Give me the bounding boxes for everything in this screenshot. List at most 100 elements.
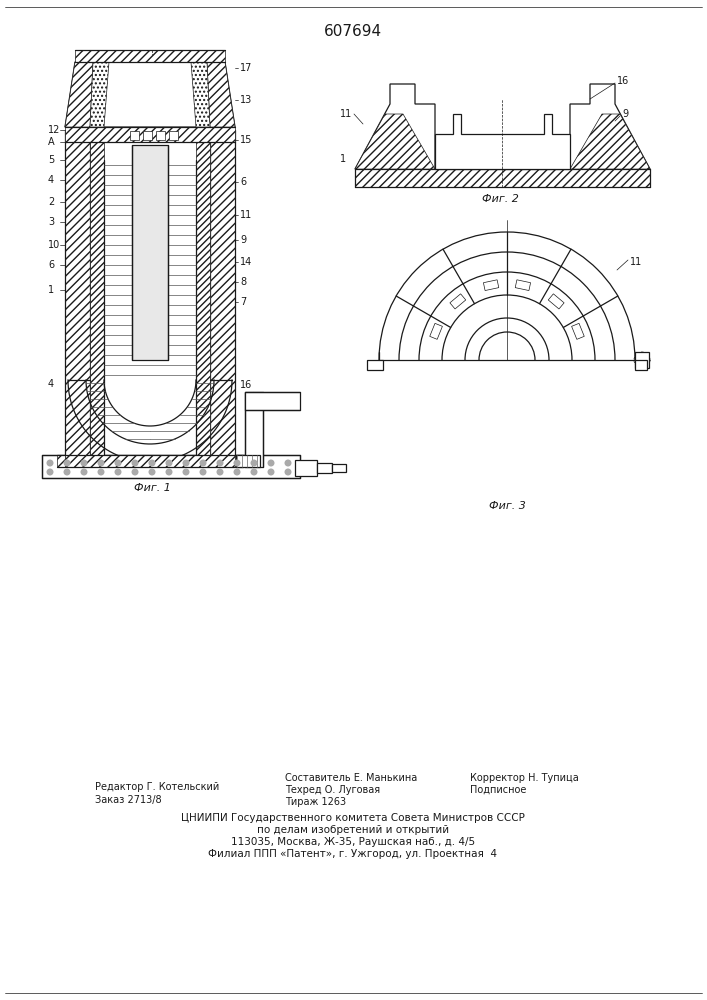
Polygon shape bbox=[571, 323, 584, 339]
Bar bbox=[317, 463, 332, 473]
Text: 11: 11 bbox=[340, 109, 352, 119]
Text: 11: 11 bbox=[240, 210, 252, 220]
Bar bbox=[42, 455, 300, 478]
Polygon shape bbox=[570, 84, 650, 169]
Bar bbox=[65, 455, 235, 467]
Circle shape bbox=[132, 469, 138, 475]
Circle shape bbox=[64, 460, 70, 466]
Text: Редактор Г. Котельский: Редактор Г. Котельский bbox=[95, 782, 219, 792]
Text: Составитель Е. Манькина: Составитель Е. Манькина bbox=[285, 773, 417, 783]
Circle shape bbox=[64, 469, 70, 475]
Bar bbox=[143, 131, 152, 140]
Text: 4: 4 bbox=[48, 379, 54, 389]
Bar bbox=[75, 50, 225, 62]
Circle shape bbox=[217, 460, 223, 466]
Polygon shape bbox=[515, 280, 530, 291]
Bar bbox=[332, 464, 346, 472]
Text: 5: 5 bbox=[48, 155, 54, 165]
Text: Фиг. 3: Фиг. 3 bbox=[489, 501, 525, 511]
Bar bbox=[65, 130, 90, 455]
Circle shape bbox=[183, 460, 189, 466]
Bar bbox=[90, 130, 104, 455]
Polygon shape bbox=[570, 114, 650, 169]
Text: Подписное: Подписное bbox=[470, 785, 527, 795]
Circle shape bbox=[285, 460, 291, 466]
Text: Корректор Н. Тупица: Корректор Н. Тупица bbox=[470, 773, 579, 783]
Text: 15: 15 bbox=[240, 135, 252, 145]
Text: Техред О. Луговая: Техред О. Луговая bbox=[285, 785, 380, 795]
Circle shape bbox=[268, 469, 274, 475]
Bar bbox=[132, 145, 168, 360]
Circle shape bbox=[234, 469, 240, 475]
Polygon shape bbox=[355, 84, 435, 169]
Bar bbox=[130, 131, 139, 140]
Bar bbox=[196, 130, 210, 455]
Circle shape bbox=[47, 469, 53, 475]
Circle shape bbox=[149, 469, 155, 475]
Text: 607694: 607694 bbox=[324, 24, 382, 39]
Circle shape bbox=[98, 460, 104, 466]
Bar bbox=[210, 130, 235, 455]
Text: 14: 14 bbox=[240, 257, 252, 267]
Text: 113035, Москва, Ж-35, Раушская наб., д. 4/5: 113035, Москва, Ж-35, Раушская наб., д. … bbox=[231, 837, 475, 847]
Bar bbox=[169, 131, 178, 140]
Text: 9: 9 bbox=[622, 109, 628, 119]
Circle shape bbox=[285, 469, 291, 475]
Text: Заказ 2713/8: Заказ 2713/8 bbox=[95, 795, 162, 805]
Polygon shape bbox=[435, 114, 570, 169]
Bar bbox=[635, 352, 649, 368]
Circle shape bbox=[200, 460, 206, 466]
Text: 16: 16 bbox=[240, 380, 252, 390]
Circle shape bbox=[200, 469, 206, 475]
Circle shape bbox=[132, 460, 138, 466]
Bar bbox=[235, 455, 243, 467]
Text: 2: 2 bbox=[48, 197, 54, 207]
Circle shape bbox=[115, 460, 121, 466]
Circle shape bbox=[183, 469, 189, 475]
Bar bbox=[245, 392, 300, 410]
Circle shape bbox=[251, 460, 257, 466]
Circle shape bbox=[251, 469, 257, 475]
Circle shape bbox=[98, 469, 104, 475]
Circle shape bbox=[47, 460, 53, 466]
Text: 10: 10 bbox=[48, 240, 60, 250]
Text: 17: 17 bbox=[240, 63, 252, 73]
Bar bbox=[245, 392, 263, 467]
Circle shape bbox=[234, 460, 240, 466]
Text: Фиг. 2: Фиг. 2 bbox=[481, 194, 518, 204]
Polygon shape bbox=[207, 62, 235, 127]
Text: ЦНИИПИ Государственного комитета Совета Министров СССР: ЦНИИПИ Государственного комитета Совета … bbox=[181, 813, 525, 823]
Circle shape bbox=[217, 469, 223, 475]
Text: 3: 3 bbox=[48, 217, 54, 227]
Bar bbox=[355, 169, 650, 187]
Text: 11: 11 bbox=[630, 257, 642, 267]
Polygon shape bbox=[430, 323, 443, 339]
Text: 6: 6 bbox=[240, 177, 246, 187]
Circle shape bbox=[149, 460, 155, 466]
Text: 1: 1 bbox=[48, 285, 54, 295]
Circle shape bbox=[81, 460, 87, 466]
Text: 12: 12 bbox=[48, 125, 60, 135]
Circle shape bbox=[81, 469, 87, 475]
Bar bbox=[65, 127, 235, 142]
Polygon shape bbox=[65, 62, 235, 127]
Circle shape bbox=[166, 469, 172, 475]
Text: 16: 16 bbox=[617, 76, 629, 86]
Text: 4: 4 bbox=[48, 175, 54, 185]
Polygon shape bbox=[191, 62, 210, 127]
Text: Тираж 1263: Тираж 1263 bbox=[285, 797, 346, 807]
Polygon shape bbox=[450, 294, 466, 309]
Circle shape bbox=[115, 469, 121, 475]
Text: Фиг. 1: Фиг. 1 bbox=[134, 483, 170, 493]
Circle shape bbox=[268, 460, 274, 466]
Text: 1: 1 bbox=[340, 154, 346, 164]
Text: 13: 13 bbox=[240, 95, 252, 105]
Bar bbox=[236, 455, 260, 467]
Polygon shape bbox=[90, 62, 109, 127]
Text: A: A bbox=[48, 137, 54, 147]
Bar bbox=[57, 455, 65, 467]
Text: Филиал ППП «Патент», г. Ужгород, ул. Проектная  4: Филиал ППП «Патент», г. Ужгород, ул. Про… bbox=[209, 849, 498, 859]
Bar bbox=[367, 360, 383, 370]
Polygon shape bbox=[355, 114, 435, 169]
Polygon shape bbox=[484, 280, 498, 291]
